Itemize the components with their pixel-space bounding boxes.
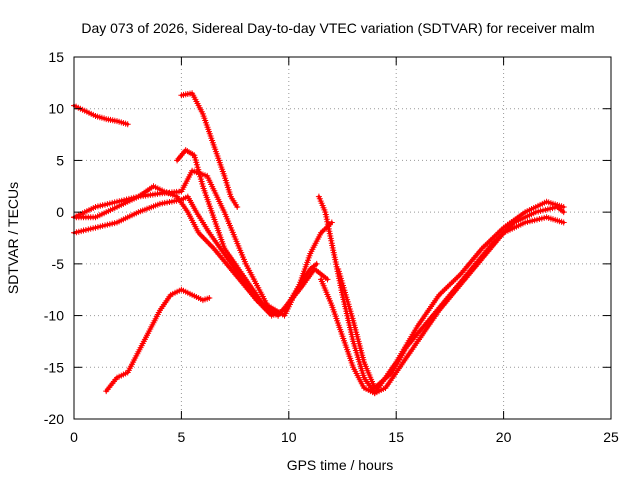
series-markers [335,204,567,391]
y-tick-label: 5 [56,152,64,168]
x-tick-label: 5 [178,429,186,445]
y-tick-label: -20 [44,411,64,427]
series-arc-2 [178,90,241,210]
series-arc-7 [174,147,282,319]
y-axis-label: SDTVAR / TECUs [5,182,21,294]
data-series [71,90,567,397]
axis-ticks: -20 -15 -10 -5 0 5 10 15 0 5 10 15 20 25 [44,49,619,445]
x-tick-label: 10 [281,429,297,445]
grid-lines [74,57,611,419]
plot-frame [73,56,612,420]
x-tick-label: 20 [496,429,512,445]
y-tick-label: -10 [44,308,64,324]
series-arc-9 [318,198,567,397]
x-axis-label: GPS time / hours [287,457,394,473]
x-tick-label: 15 [388,429,404,445]
series-markers [178,90,241,210]
series-arc-10 [335,204,567,391]
y-tick-label: -15 [44,359,64,375]
series-arc-1 [71,102,131,128]
y-tick-label: 0 [56,204,64,220]
series-markers [71,102,131,128]
series-markers [174,147,282,319]
x-tick-label: 0 [70,429,78,445]
series-arc-3 [103,286,213,395]
y-tick-label: 15 [48,49,64,65]
x-tick-label: 25 [603,429,619,445]
y-tick-label: 10 [48,101,64,117]
y-tick-label: -5 [52,256,65,272]
series-markers [318,198,567,397]
series-markers [103,286,213,395]
chart-title: Day 073 of 2026, Sidereal Day-to-day VTE… [81,20,594,36]
